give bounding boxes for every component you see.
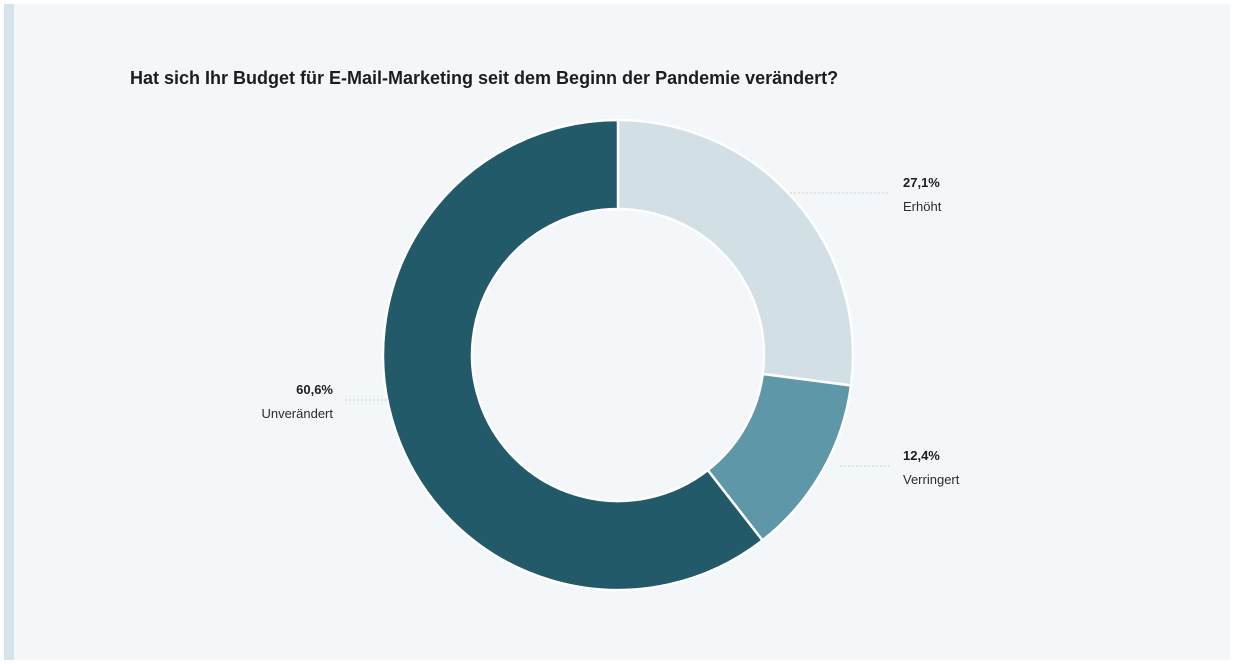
- slice-unverändert: [381, 118, 765, 592]
- slice-erhöht: [616, 118, 855, 387]
- data-label-value: 27,1%: [903, 175, 940, 190]
- data-label-category: Unverändert: [261, 406, 333, 421]
- labels-group: 27,1% Erhöht 12,4% Verringert 60,6% Unverände…: [261, 175, 959, 487]
- data-label-value: 12,4%: [903, 448, 940, 463]
- data-label-value: 60,6%: [296, 382, 333, 397]
- data-label-category: Verringert: [903, 472, 960, 487]
- chart-title: Hat sich Ihr Budget für E-Mail-Marketing…: [130, 68, 839, 88]
- slices-group: [381, 118, 855, 592]
- data-label-category: Erhöht: [903, 199, 942, 214]
